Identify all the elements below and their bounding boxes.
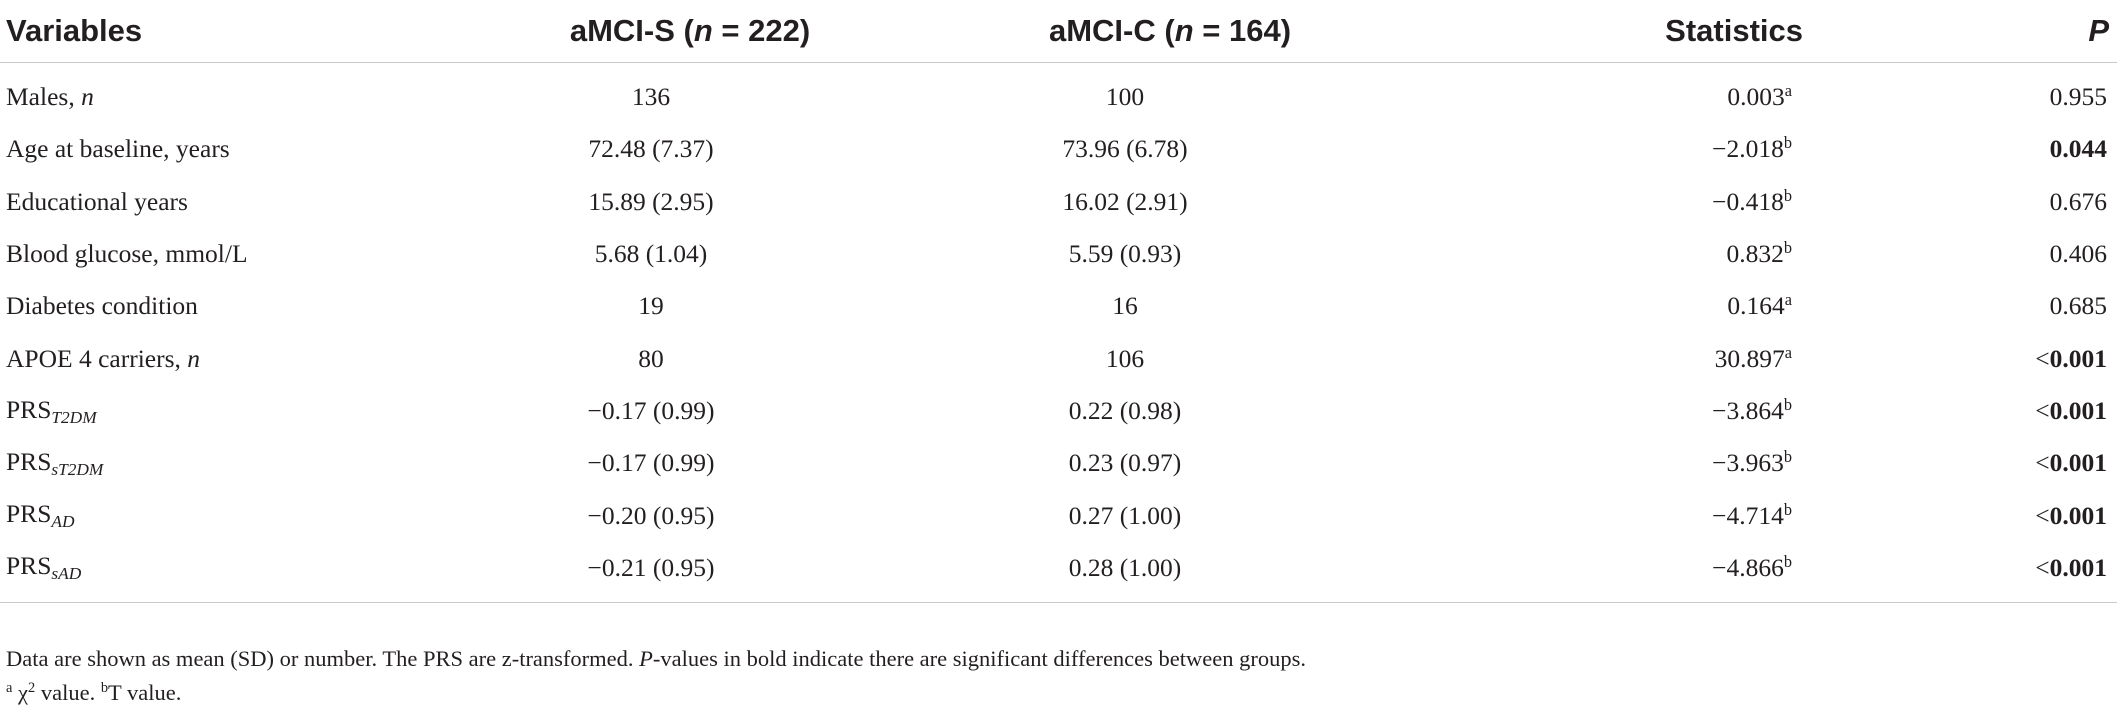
cell-statistic: −3.963b [1712, 447, 1792, 478]
cell-amci-c: 73.96 (6.78) [1062, 134, 1188, 164]
cell-p-value: <0.001 [2035, 395, 2107, 425]
table-row: APOE 4 carriers, n 80 106 30.897a <0.001 [0, 332, 2117, 384]
cell-amci-c: 106 [1105, 343, 1145, 373]
cell-amci-s: 80 [638, 343, 664, 373]
cell-amci-c: 5.59 (0.93) [1068, 239, 1182, 269]
cell-statistic: −4.866b [1390, 541, 1810, 603]
cell-amci-s: 5.68 (1.04) [594, 239, 708, 269]
header-statistics: Statistics [1390, 0, 1810, 63]
cell-amci-c: 0.23 (0.97) [1068, 448, 1182, 478]
cell-amci-c: 0.27 (1.00) [1068, 500, 1182, 530]
cell-variable: PRST2DM [6, 394, 97, 427]
cell-statistic: 30.897a [1714, 342, 1792, 373]
table-row: Age at baseline, years 72.48 (7.37) 73.96 … [0, 123, 2117, 175]
cell-amci-c: 0.22 (0.98) [1068, 395, 1182, 425]
cell-variable: PRSAD [6, 499, 75, 531]
table-row: Blood glucose, mmol/L 5.68 (1.04) 5.59 (0.… [0, 228, 2117, 280]
table-row: Males, n 136 100 0.003a 0.955 [0, 63, 2117, 124]
cell-statistic: −2.018b [1712, 133, 1792, 164]
cell-variable: Blood glucose, mmol/L [6, 239, 248, 269]
cell-amci-s: −0.17 (0.99) [587, 395, 715, 425]
cell-p-value: <0.001 [2035, 500, 2107, 530]
cell-amci-c: 100 [1105, 82, 1145, 112]
footnote-data-description: Data are shown as mean (SD) or number. T… [6, 646, 1306, 671]
table-header-row: Variables aMCI-S (n = 222) aMCI-C (n = 1… [0, 0, 2117, 63]
header-p: P [1810, 0, 2117, 63]
footnote-statistics-legend: a χ2 value. bT value. [6, 680, 182, 705]
cell-statistic: −0.418b [1712, 185, 1792, 216]
cell-amci-s: −0.17 (0.99) [587, 448, 715, 478]
cell-p-value: 0.955 [2049, 82, 2107, 112]
cell-p-value: 0.685 [2049, 291, 2107, 321]
cell-variable: Males, n [6, 82, 94, 112]
cell-statistic: −3.864b [1712, 394, 1792, 425]
cell-p-value: 0.676 [2049, 186, 2107, 216]
cell-amci-s: −0.21 (0.95) [430, 541, 950, 603]
header-amci-c: aMCI-C (n = 164) [950, 0, 1390, 63]
cell-p-value: <0.001 [2035, 448, 2107, 478]
cell-amci-s: 19 [638, 291, 664, 321]
cell-variable: PRSsAD [0, 541, 430, 603]
cell-variable: Age at baseline, years [6, 134, 230, 164]
cell-p-value: 0.406 [2049, 239, 2107, 269]
cell-p-value: 0.044 [2049, 134, 2107, 164]
table-row: Educational years 15.89 (2.95) 16.02 (2.91… [0, 176, 2117, 228]
cell-statistic: 0.832b [1726, 238, 1792, 269]
cell-statistic: 0.003a [1727, 81, 1792, 112]
table-body: Males, n 136 100 0.003a 0.955 Age at baseline… [0, 63, 2117, 603]
cell-variable: Diabetes condition [6, 291, 198, 321]
cell-amci-s: 72.48 (7.37) [588, 134, 714, 164]
cell-statistic: −4.714b [1712, 499, 1792, 530]
table-row: PRSAD −0.20 (0.95) 0.27 (1.00) −4.714b <0.00… [0, 489, 2117, 541]
table-row: Diabetes condition 19 16 0.164a 0.685 [0, 280, 2117, 332]
table-row: PRSsAD −0.21 (0.95) 0.28 (1.00) −4.866b <0.0… [0, 541, 2117, 603]
cell-p-value: <0.001 [2035, 343, 2107, 373]
cell-amci-c: 16.02 (2.91) [1062, 186, 1188, 216]
table-row: PRST2DM −0.17 (0.99) 0.22 (0.98) −3.864b <0.… [0, 385, 2117, 437]
characteristics-table-container: Variables aMCI-S (n = 222) aMCI-C (n = 1… [0, 0, 2117, 603]
cell-amci-c: 0.28 (1.00) [950, 541, 1390, 603]
cell-variable: APOE 4 carriers, n [6, 343, 201, 373]
header-amci-s: aMCI-S (n = 222) [430, 0, 950, 63]
cell-variable: Educational years [6, 186, 188, 216]
cell-amci-s: 136 [631, 82, 671, 112]
header-variables: Variables [0, 0, 430, 63]
cell-amci-s: 15.89 (2.95) [588, 186, 714, 216]
cell-statistic: 0.164a [1727, 290, 1792, 321]
cell-amci-s: −0.20 (0.95) [587, 500, 715, 530]
cell-p-value: <0.001 [1810, 541, 2117, 603]
table-row: PRSsT2DM −0.17 (0.99) 0.23 (0.97) −3.963b <0… [0, 437, 2117, 489]
cell-variable: PRSsT2DM [6, 446, 104, 479]
cell-amci-c: 16 [1112, 291, 1138, 321]
characteristics-table: Variables aMCI-S (n = 222) aMCI-C (n = 1… [0, 0, 2117, 603]
